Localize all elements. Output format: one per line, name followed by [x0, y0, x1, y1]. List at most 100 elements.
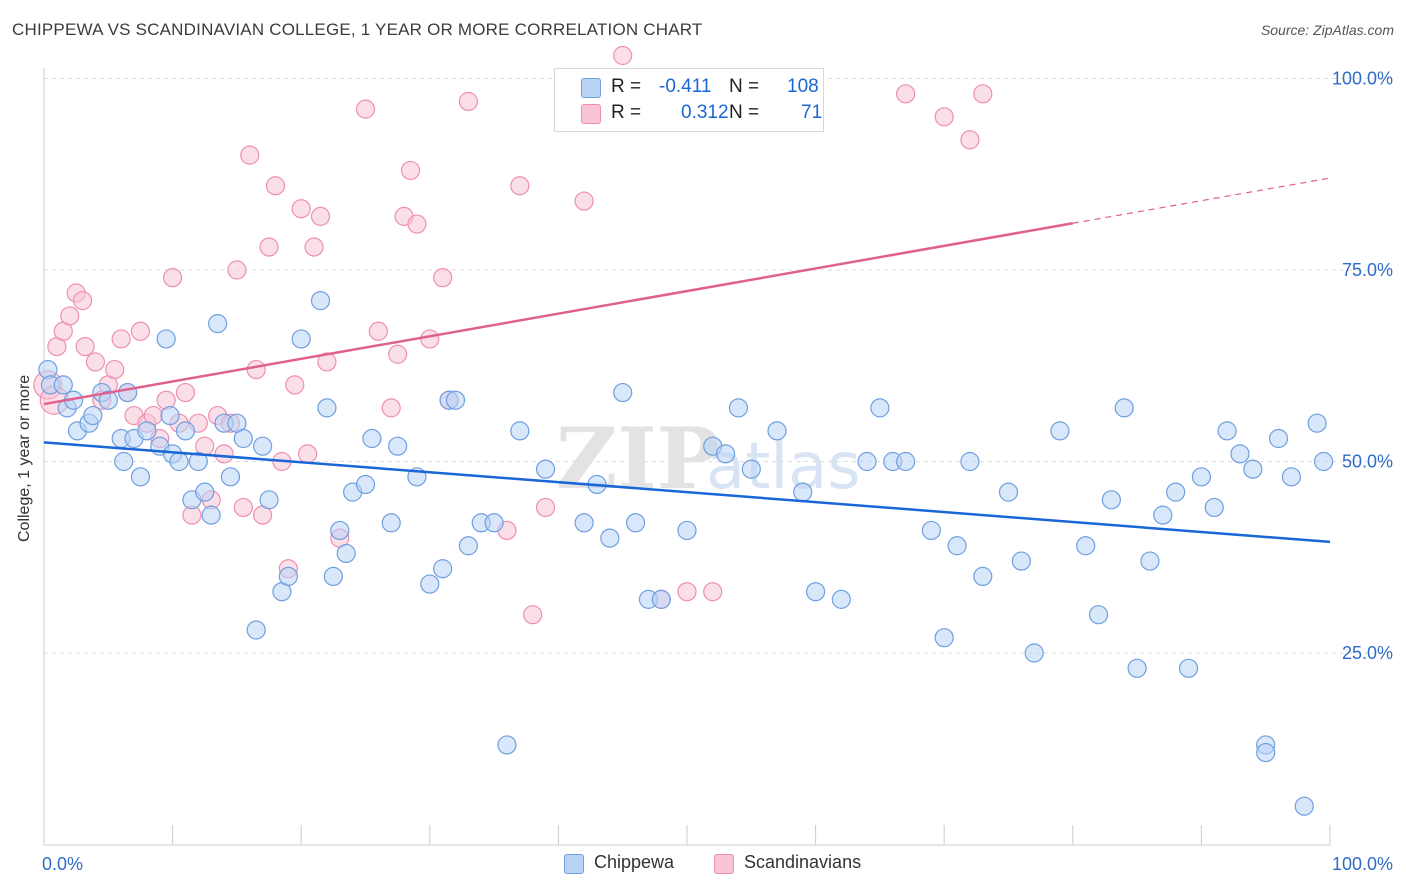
scandinavians-point — [298, 444, 318, 464]
chippewa-point — [805, 582, 826, 602]
chippewa-point — [1127, 658, 1147, 678]
legend-r-label: R = — [611, 76, 642, 97]
scandinavians-point — [265, 176, 286, 196]
chippewa-point — [98, 390, 118, 410]
scandinavians-point — [105, 359, 125, 380]
legend-swatch-scandinavians — [581, 104, 601, 124]
scandinavians-point — [510, 176, 530, 196]
scandinavians-point — [72, 291, 93, 311]
scandinavians-point — [535, 497, 556, 518]
chippewa-point — [600, 528, 620, 548]
scandinavians-point — [240, 145, 260, 165]
scandinavians-point — [285, 375, 305, 395]
scandinavians-point — [574, 191, 594, 211]
scandinavians-point — [523, 605, 543, 625]
scandinavians-point — [163, 268, 183, 288]
chippewa-points — [38, 291, 1334, 816]
scandinavians-point — [896, 84, 916, 104]
chippewa-point — [484, 513, 504, 533]
legend-r-label: R = — [611, 102, 642, 123]
chippewa-point — [317, 398, 337, 418]
chippewa-point — [156, 329, 176, 349]
scandinavians-trend-line — [43, 222, 1074, 406]
source-label: Source: ZipAtlas.com — [1260, 22, 1394, 38]
chippewa-point — [1230, 444, 1250, 464]
scandinavians-point — [613, 45, 633, 66]
scandinavians-points — [33, 45, 993, 625]
scandinavians-point — [246, 359, 266, 380]
chippewa-point — [1178, 658, 1199, 678]
grid-lines — [44, 78, 1390, 654]
scandinavians-point — [934, 107, 954, 127]
chippewa-point — [246, 620, 266, 640]
chippewa-point — [1114, 398, 1134, 418]
chippewa-point — [1256, 742, 1276, 763]
chippewa-point — [613, 382, 633, 403]
chippewa-point — [1294, 796, 1314, 816]
scandinavians-point — [304, 237, 324, 257]
watermark-atlas: atlas — [706, 430, 861, 504]
chart-title: CHIPPEWA VS SCANDINAVIAN COLLEGE, 1 YEAR… — [12, 20, 703, 39]
chippewa-point — [896, 451, 916, 472]
x-tick-label: 0.0% — [42, 854, 83, 874]
chippewa-point — [201, 505, 221, 525]
chippewa-point — [793, 482, 813, 502]
chippewa-point — [233, 428, 253, 449]
chippewa-point — [1024, 643, 1044, 663]
scandinavians-point — [433, 268, 453, 288]
chippewa-point — [1217, 421, 1237, 441]
scandinavians-point — [960, 130, 980, 150]
chippewa-point — [253, 436, 273, 456]
chippewa-point — [1191, 467, 1212, 487]
legend-swatch-chippewa — [581, 78, 601, 98]
y-tick-label: 25.0% — [1342, 643, 1393, 663]
chippewa-point — [1204, 497, 1224, 518]
scandinavians-point — [259, 237, 279, 257]
chippewa-point — [310, 291, 331, 311]
axes — [43, 68, 1331, 846]
chippewa-point — [362, 428, 382, 449]
chippewa-point — [960, 451, 980, 472]
chippewa-point — [1140, 551, 1160, 571]
chippewa-point — [220, 467, 241, 487]
chippewa-point — [1088, 605, 1109, 625]
chippewa-point — [160, 405, 180, 426]
y-tick-label: 100.0% — [1332, 69, 1393, 89]
chippewa-point — [715, 444, 736, 464]
scandinavians-point — [458, 91, 478, 112]
scandinavians-point — [60, 306, 80, 326]
chippewa-point — [934, 628, 954, 648]
chippewa-point — [973, 566, 993, 587]
chippewa-point — [998, 482, 1019, 502]
chippewa-point — [458, 536, 478, 556]
scandinavians-point — [85, 352, 106, 372]
chippewa-point — [355, 474, 376, 495]
chippewa-point — [169, 451, 189, 472]
x-tick-label: 100.0% — [1332, 854, 1393, 874]
scandinavians-point — [227, 260, 247, 280]
chippewa-point — [420, 574, 440, 594]
chippewa-point — [625, 513, 646, 533]
legend-r-value: -0.411 — [659, 76, 712, 97]
chippewa-point — [510, 421, 530, 441]
chippewa-point — [1166, 482, 1186, 502]
chippewa-point — [175, 421, 196, 441]
chippewa-point — [921, 520, 941, 541]
chippewa-point — [137, 421, 157, 441]
scandinavians-point — [175, 382, 196, 403]
scandinavians-point — [111, 329, 131, 349]
chippewa-point — [195, 482, 215, 502]
chippewa-point — [1243, 459, 1263, 479]
chippewa-point — [1281, 467, 1302, 487]
chippewa-point — [1268, 428, 1289, 449]
chippewa-point — [1076, 536, 1096, 556]
chippewa-point — [130, 467, 151, 487]
legend-r-value: 0.312 — [681, 102, 729, 123]
chippewa-point — [1011, 551, 1031, 571]
chippewa-point — [330, 520, 350, 541]
scandinavians-point — [388, 344, 408, 364]
chippewa-point — [728, 398, 749, 418]
scandinavians-point — [420, 329, 440, 349]
chippewa-point — [336, 543, 356, 564]
